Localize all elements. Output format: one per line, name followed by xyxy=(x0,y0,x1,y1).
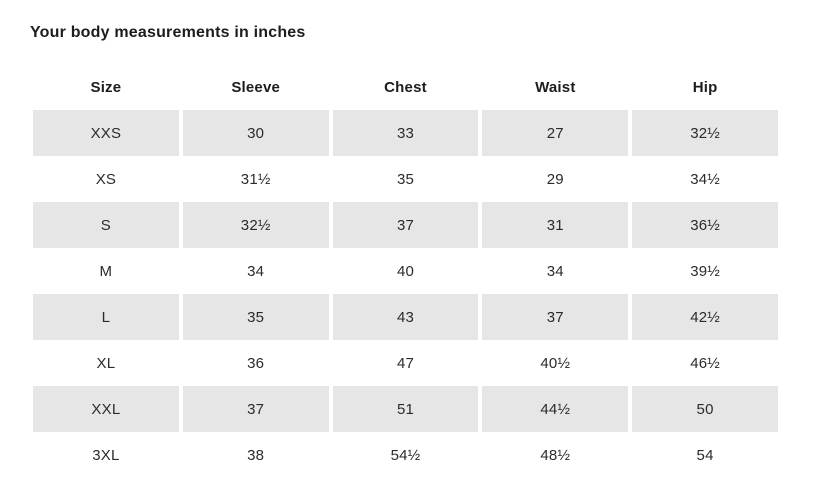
size-cell: XS xyxy=(95,170,117,188)
page-title: Your body measurements in inches xyxy=(30,24,306,41)
hip-cell: 34½ xyxy=(690,170,720,188)
table-row-3xl: 3XL 38 54½ 48½ 54 xyxy=(33,432,778,478)
sleeve-cell: 32½ xyxy=(182,202,329,248)
waist-cell: 37 xyxy=(482,294,629,340)
size-cell: 3XL xyxy=(92,446,120,464)
size-cell: XXL xyxy=(33,386,179,432)
sleeve-cell: 36 xyxy=(247,354,265,372)
waist-cell: 44½ xyxy=(482,386,629,432)
sleeve-cell: 31½ xyxy=(240,170,271,188)
column-header-size: Size xyxy=(90,79,122,96)
chest-cell: 43 xyxy=(332,294,479,340)
hip-cell: 54 xyxy=(696,446,714,464)
chest-cell: 54½ xyxy=(390,446,421,464)
size-cell: S xyxy=(33,202,179,248)
size-cell: XL xyxy=(96,354,116,372)
column-header-hip: Hip xyxy=(692,79,718,96)
sleeve-cell: 35 xyxy=(182,294,329,340)
chest-cell: 51 xyxy=(332,386,479,432)
size-cell: L xyxy=(33,294,179,340)
waist-cell: 48½ xyxy=(540,446,571,464)
sleeve-cell: 38 xyxy=(247,446,265,464)
waist-cell: 31 xyxy=(482,202,629,248)
size-cell: XXS xyxy=(33,110,179,156)
chest-cell: 35 xyxy=(396,170,415,188)
chest-cell: 47 xyxy=(396,354,415,372)
hip-cell: 39½ xyxy=(690,262,720,280)
column-header-sleeve: Sleeve xyxy=(231,79,281,96)
hip-cell: 42½ xyxy=(632,294,778,340)
sleeve-cell: 30 xyxy=(182,110,329,156)
table-header-row: Size Sleeve Chest Waist Hip xyxy=(33,65,778,110)
table-row-m: M 34 40 34 39½ xyxy=(33,248,778,294)
waist-cell: 27 xyxy=(482,110,629,156)
size-cell: M xyxy=(99,262,113,280)
column-header-waist: Waist xyxy=(535,79,576,96)
table-row-l: L 35 43 37 42½ xyxy=(33,294,778,340)
waist-cell: 34 xyxy=(546,262,564,280)
size-guide-panel: Your body measurements in inches Size Sl… xyxy=(0,23,818,499)
waist-cell: 40½ xyxy=(540,354,571,372)
table-row-s: S 32½ 37 31 36½ xyxy=(33,202,778,248)
hip-cell: 36½ xyxy=(632,202,778,248)
column-header-chest: Chest xyxy=(384,79,427,96)
hip-cell: 50 xyxy=(632,386,778,432)
table-row-xxs: XXS 30 33 27 32½ xyxy=(33,110,778,156)
table-row-xl: XL 36 47 40½ 46½ xyxy=(33,340,778,386)
chest-cell: 33 xyxy=(332,110,479,156)
chest-cell: 37 xyxy=(332,202,479,248)
measurements-table: Size Sleeve Chest Waist Hip XXS 30 33 27… xyxy=(33,65,778,478)
sleeve-cell: 34 xyxy=(247,262,265,280)
chest-cell: 40 xyxy=(396,262,415,280)
hip-cell: 32½ xyxy=(632,110,778,156)
table-row-xxl: XXL 37 51 44½ 50 xyxy=(33,386,778,432)
waist-cell: 29 xyxy=(546,170,564,188)
hip-cell: 46½ xyxy=(690,354,720,372)
sleeve-cell: 37 xyxy=(182,386,329,432)
table-row-xs: XS 31½ 35 29 34½ xyxy=(33,156,778,202)
